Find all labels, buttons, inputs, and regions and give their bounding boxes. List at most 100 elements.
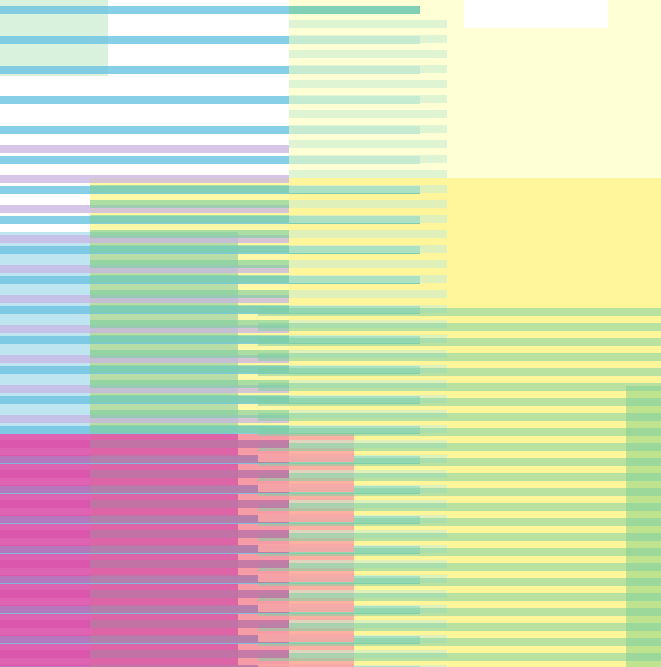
stripe xyxy=(289,306,420,314)
stripe xyxy=(0,546,420,554)
stripe xyxy=(90,500,289,508)
stripe xyxy=(90,515,289,523)
stripe xyxy=(0,366,420,374)
stripe xyxy=(289,410,447,418)
stripe xyxy=(0,635,289,643)
green-overlap-block xyxy=(90,232,238,434)
salmon-block xyxy=(238,434,354,667)
stripe xyxy=(289,486,420,494)
stripe xyxy=(90,365,289,373)
stripe xyxy=(289,365,447,373)
stripe xyxy=(289,66,420,74)
stripe xyxy=(0,575,289,583)
stripe xyxy=(289,50,447,58)
stripe xyxy=(90,590,289,598)
stripe xyxy=(289,170,447,178)
stripe xyxy=(0,545,289,553)
stripe xyxy=(289,110,447,118)
stripe xyxy=(289,336,420,344)
stripe xyxy=(289,35,447,43)
stripe xyxy=(0,126,420,134)
stripe xyxy=(90,185,289,193)
stripe xyxy=(258,443,661,451)
stripe xyxy=(289,500,447,508)
stripe xyxy=(258,473,661,481)
stripe xyxy=(289,546,420,554)
stripe xyxy=(289,36,420,44)
stripe xyxy=(258,578,661,586)
stripe xyxy=(258,544,354,552)
stripe xyxy=(258,623,661,631)
stripe xyxy=(289,380,447,388)
stripe xyxy=(90,260,289,268)
stripe xyxy=(289,635,447,643)
stripe xyxy=(90,410,289,418)
stripe xyxy=(90,545,289,553)
stripe xyxy=(0,325,289,333)
stripe xyxy=(289,530,447,538)
stripe xyxy=(0,295,289,303)
stripe xyxy=(0,576,420,584)
stripe xyxy=(289,305,447,313)
top-right-white-block xyxy=(464,0,608,28)
stripe xyxy=(90,620,289,628)
stripe xyxy=(289,186,420,194)
stripe xyxy=(0,205,289,213)
stripe xyxy=(289,335,447,343)
stripe xyxy=(0,590,289,598)
stripe xyxy=(0,515,289,523)
stripe xyxy=(0,145,289,153)
stripe xyxy=(258,484,354,492)
stripe xyxy=(258,514,354,522)
stripe xyxy=(0,516,420,524)
stripe xyxy=(258,563,661,571)
stripe xyxy=(258,548,661,556)
stripe xyxy=(289,245,447,253)
stripe xyxy=(289,366,420,374)
stripe xyxy=(289,66,420,74)
stripe xyxy=(289,125,447,133)
stripe xyxy=(289,126,420,134)
stripe xyxy=(90,320,289,328)
stripe xyxy=(289,260,447,268)
right-upper-yellow-block xyxy=(289,178,661,667)
stripe xyxy=(90,350,289,358)
stripe xyxy=(289,470,447,478)
stripe xyxy=(289,590,447,598)
stripe xyxy=(289,36,420,44)
stripe xyxy=(90,395,289,403)
stripe xyxy=(289,575,447,583)
stripe xyxy=(289,606,420,614)
top-left-pale-green-block xyxy=(0,0,108,76)
stripe xyxy=(289,576,420,584)
stripe xyxy=(289,156,420,164)
stripe xyxy=(289,140,447,148)
stripe xyxy=(289,290,447,298)
stripe xyxy=(90,650,289,658)
stripe xyxy=(258,653,661,661)
stripe xyxy=(258,413,661,421)
stripe xyxy=(0,485,289,493)
stripe xyxy=(0,235,289,243)
stripe xyxy=(90,245,289,253)
stripe xyxy=(0,605,289,613)
stripe xyxy=(258,428,661,436)
stripe xyxy=(90,485,289,493)
stripe xyxy=(289,320,447,328)
stripe xyxy=(90,275,289,283)
stripe xyxy=(289,80,447,88)
stripe xyxy=(0,96,420,104)
stripe xyxy=(258,398,661,406)
stripe xyxy=(0,396,420,404)
stripe xyxy=(90,305,289,313)
stripe xyxy=(289,545,447,553)
stripe xyxy=(90,215,289,223)
stripe xyxy=(289,20,447,28)
stripe xyxy=(258,458,661,466)
stripe xyxy=(289,156,420,164)
stripe xyxy=(0,455,289,463)
stripe xyxy=(0,415,289,423)
stripe xyxy=(258,503,661,511)
stripe xyxy=(258,338,661,346)
stripe xyxy=(0,336,420,344)
